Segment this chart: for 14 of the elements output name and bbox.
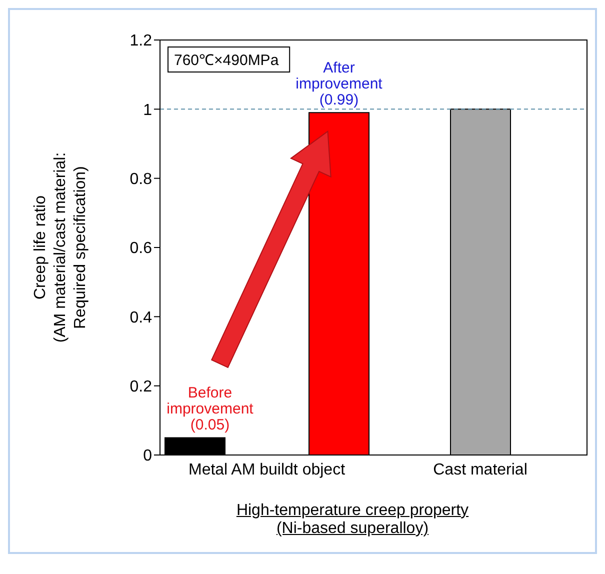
annotation: After improvement (0.99) (296, 60, 384, 109)
x-axis-title: High-temperature creep property (Ni-based superalloy) (235, 502, 470, 538)
y-tick-label: 0 (143, 448, 152, 465)
annotation: Before improvement (0.05) (166, 384, 254, 434)
x-tick-label: Metal AM buildt object (188, 461, 346, 478)
y-tick-label: 0.4 (130, 309, 152, 326)
y-tick-label: 0.8 (130, 171, 152, 188)
y-tick-label: 1.2 (130, 32, 152, 50)
y-tick-label: 0.2 (130, 378, 152, 396)
x-tick-label: Cast material (433, 461, 528, 478)
y-axis-title: Creep life ratio (AM material/cast material: Required specification) (32, 152, 89, 343)
y-tick-label: 0.6 (130, 240, 152, 258)
annotation: 760℃×490MPa (174, 52, 280, 69)
y-tick-label: 1 (143, 102, 152, 119)
